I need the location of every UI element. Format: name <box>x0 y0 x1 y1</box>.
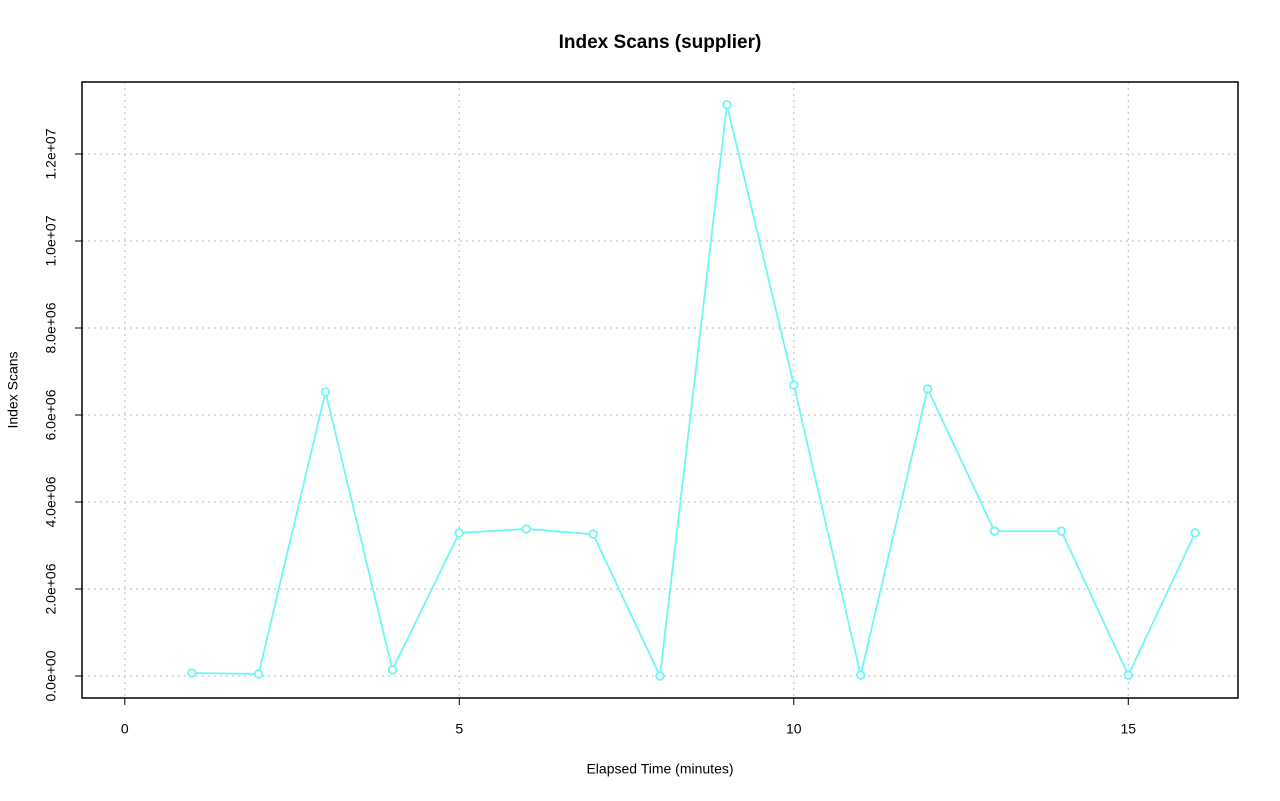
x-tick-label: 10 <box>786 721 802 737</box>
x-axis-label: Elapsed Time (minutes) <box>586 761 733 777</box>
y-tick-label: 8.0e+06 <box>43 302 59 353</box>
y-tick-label: 6.0e+06 <box>43 389 59 440</box>
y-tick-label: 2.0e+06 <box>43 563 59 614</box>
data-point <box>789 380 799 390</box>
data-point <box>655 671 665 681</box>
series-line <box>191 104 1197 680</box>
data-point <box>922 384 933 394</box>
data-point <box>454 528 465 538</box>
data-point <box>855 670 866 680</box>
data-point <box>588 529 598 539</box>
data-point <box>722 100 732 110</box>
x-tick-label: 5 <box>455 721 463 737</box>
data-point <box>253 669 264 679</box>
y-axis-label: Index Scans <box>5 351 21 428</box>
x-tick-label: 15 <box>1120 721 1136 737</box>
data-point <box>1056 526 1067 536</box>
chart-title: Index Scans (supplier) <box>559 32 762 53</box>
data-point <box>387 665 398 675</box>
data-point <box>187 668 197 678</box>
y-tick-label: 4.0e+06 <box>43 476 59 527</box>
data-point <box>1190 528 1200 538</box>
plot-frame <box>81 81 1239 699</box>
x-tick-label: 0 <box>121 721 129 737</box>
data-point <box>521 524 531 534</box>
data-point <box>1123 670 1133 680</box>
data-point <box>320 387 331 397</box>
y-tick-label: 0.0e+00 <box>43 650 59 701</box>
y-tick-label: 1.2e+07 <box>43 128 59 179</box>
data-point <box>989 526 1000 536</box>
y-tick-label: 1.0e+07 <box>43 215 59 266</box>
